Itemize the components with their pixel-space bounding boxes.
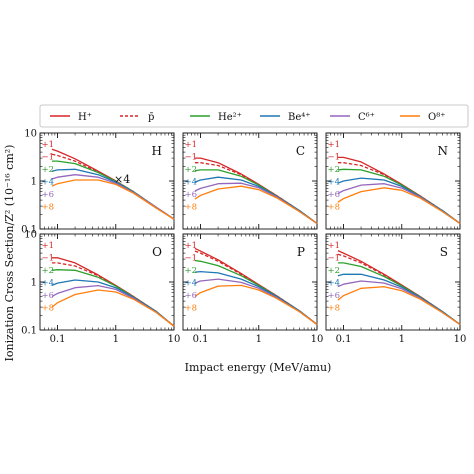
series-line-Be4+ — [194, 270, 318, 326]
series-line-Be4+ — [51, 279, 175, 327]
x-tick-label: 1 — [113, 334, 119, 345]
series-line-O8+ — [194, 284, 318, 326]
series-line-Be4+ — [337, 177, 461, 225]
charge-label: +6 — [42, 190, 55, 200]
charge-label: +8 — [185, 203, 198, 213]
charge-label: +2 — [185, 266, 198, 276]
charge-label: −1 — [42, 254, 55, 264]
x-tick-label: 10 — [454, 334, 467, 345]
x-tick-label: 0.1 — [193, 334, 209, 345]
panel-title: C — [296, 144, 305, 158]
series-line-O8+ — [337, 286, 461, 326]
x-tick-label: 1 — [256, 334, 262, 345]
series-line-He2+ — [194, 259, 318, 326]
panel-N: +1 −1 +2 +4 +6 +8 N — [325, 132, 461, 230]
series-line-H+ — [194, 247, 318, 326]
charge-label: +8 — [185, 304, 198, 314]
y-tick-label: 0.1 — [21, 326, 37, 337]
charge-label: +4 — [328, 178, 341, 188]
charge-label: +6 — [328, 190, 341, 200]
charge-label: −1 — [328, 153, 341, 163]
charge-label: −1 — [42, 153, 55, 163]
charge-label: +2 — [42, 266, 55, 276]
charge-label: +2 — [42, 165, 55, 175]
panel-O: 0.1 1 10 0.1 1 10 +1 −1 +2 +4 +6 +8 O — [21, 230, 180, 346]
series-line-pbar — [51, 153, 175, 220]
panel-C: +1 −1 +2 +4 +6 +8 C — [182, 132, 318, 230]
y-tick-label: 1 — [31, 177, 37, 188]
charge-label: +6 — [42, 291, 55, 301]
y-tick-label: 10 — [24, 230, 37, 241]
series-line-Be4+ — [194, 176, 318, 225]
charge-label: −1 — [185, 254, 198, 264]
charge-label: +1 — [328, 241, 341, 251]
series-line-Be4+ — [51, 168, 175, 220]
series-line-pbar — [194, 162, 318, 225]
panel-annotation: ×4 — [114, 173, 130, 186]
panel-H: 0.1 1 10 +1 −1 +2 +4 +6 +8 H ×4 — [21, 129, 175, 236]
x-tick-label: 1 — [399, 334, 405, 345]
charge-label: +6 — [328, 291, 341, 301]
charge-label: +6 — [185, 190, 198, 200]
y-tick-label: 10 — [24, 129, 37, 140]
legend-label: He²⁺ — [218, 112, 242, 123]
y-tick-label: 0.1 — [21, 225, 37, 236]
charge-label: +4 — [185, 178, 198, 188]
panel-title: P — [297, 245, 305, 259]
charge-label: −1 — [328, 254, 341, 264]
charge-label: +2 — [328, 266, 341, 276]
charge-label: +2 — [328, 165, 341, 175]
charge-label: +8 — [328, 304, 341, 314]
legend-label: C⁶⁺ — [358, 112, 375, 123]
panel-S: 0.1 1 10 +1 −1 +2 +4 +6 +8 S — [325, 233, 467, 345]
series-line-He2+ — [337, 168, 461, 225]
charge-label: +1 — [42, 241, 55, 251]
legend-label: p̄ — [148, 112, 154, 123]
charge-label: +8 — [42, 203, 55, 213]
x-axis-label: Impact energy (MeV/amu) — [185, 361, 332, 374]
charge-label: +4 — [328, 279, 341, 289]
x-tick-label: 10 — [311, 334, 324, 345]
series-line-pbar — [51, 262, 175, 327]
legend-label: Be⁴⁺ — [288, 112, 311, 123]
panel-title: N — [438, 144, 449, 158]
panel-title: H — [152, 144, 162, 158]
series-line-He2+ — [51, 269, 175, 327]
charge-label: +4 — [42, 279, 55, 289]
charge-label: +6 — [185, 291, 198, 301]
charge-label: +1 — [328, 140, 341, 150]
charge-label: +1 — [42, 140, 55, 150]
legend-label: H⁺ — [78, 112, 92, 123]
series-line-O8+ — [51, 289, 175, 327]
charge-label: −1 — [185, 153, 198, 163]
panels: 0.1 1 10 +1 −1 +2 +4 +6 +8 H ×4 +1 −1 +2 +4 +6 +8 C +1 −1 +2… — [21, 129, 466, 346]
legend-frame — [39, 104, 469, 128]
series-line-O8+ — [194, 185, 318, 225]
panel-title: S — [440, 245, 448, 259]
panel-P: 0.1 1 10 +1 −1 +2 +4 +6 +8 P — [182, 233, 324, 345]
y-tick-label: 1 — [31, 278, 37, 289]
series-line-O8+ — [51, 179, 175, 220]
legend-label: O⁸⁺ — [428, 112, 446, 123]
series-line-pbar — [337, 253, 461, 326]
charge-label: +4 — [185, 279, 198, 289]
charge-label: +2 — [185, 165, 198, 175]
series-line-C6+ — [337, 280, 461, 326]
series-line-Be4+ — [337, 273, 461, 326]
series-line-C6+ — [51, 174, 175, 220]
charge-label: +8 — [328, 203, 341, 213]
x-tick-label: 10 — [168, 334, 181, 345]
y-axis-label: Ionization Cross Section/Z² (10⁻¹⁶ cm²) — [3, 145, 16, 362]
series-line-O8+ — [337, 187, 461, 225]
x-tick-label: 0.1 — [336, 334, 352, 345]
legend: H⁺ p̄ He²⁺ Be⁴⁺ C⁶⁺ O⁸⁺ — [39, 104, 469, 128]
x-tick-label: 0.1 — [50, 334, 66, 345]
series-line-He2+ — [337, 262, 461, 326]
charge-label: +1 — [185, 241, 198, 251]
charge-label: +1 — [185, 140, 198, 150]
panel-title: O — [152, 245, 162, 259]
charge-label: +8 — [42, 304, 55, 314]
charge-label: +4 — [42, 178, 55, 188]
